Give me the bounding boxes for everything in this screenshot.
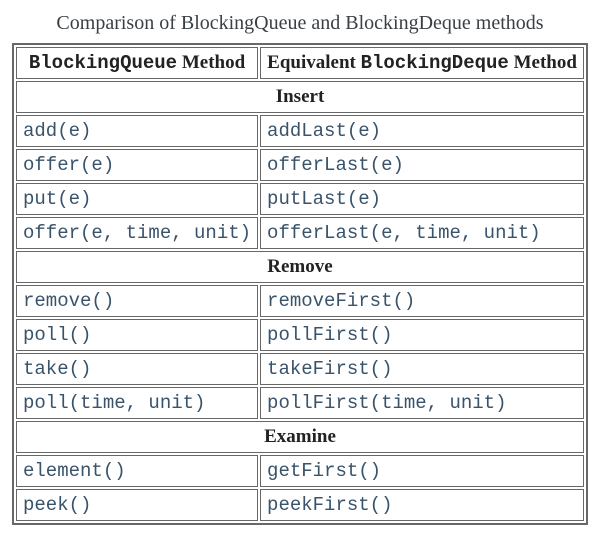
- table-row: poll(time, unit) pollFirst(time, unit): [16, 387, 584, 419]
- cell-queue-method: add(e): [16, 115, 258, 147]
- col-header-deque-code: BlockingDeque: [361, 52, 509, 74]
- section-row-examine: Examine: [16, 421, 584, 453]
- col-header-queue: BlockingQueue Method: [16, 47, 258, 79]
- table-row: offer(e, time, unit) offerLast(e, time, …: [16, 217, 584, 249]
- cell-deque-method: pollFirst(): [260, 319, 584, 351]
- section-title-examine: Examine: [16, 421, 584, 453]
- table-row: poll() pollFirst(): [16, 319, 584, 351]
- cell-queue-method: poll(time, unit): [16, 387, 258, 419]
- cell-deque-method: addLast(e): [260, 115, 584, 147]
- cell-queue-method: offer(e, time, unit): [16, 217, 258, 249]
- page-wrap: Comparison of BlockingQueue and Blocking…: [0, 0, 600, 545]
- col-header-queue-code: BlockingQueue: [29, 52, 177, 74]
- col-header-deque-suffix: Method: [509, 52, 577, 73]
- cell-queue-method: offer(e): [16, 149, 258, 181]
- table-row: peek() peekFirst(): [16, 489, 584, 521]
- cell-queue-method: take(): [16, 353, 258, 385]
- cell-queue-method: put(e): [16, 183, 258, 215]
- col-header-queue-suffix: Method: [177, 52, 245, 73]
- col-header-deque: Equivalent BlockingDeque Method: [260, 47, 584, 79]
- table-header-row: BlockingQueue Method Equivalent Blocking…: [16, 47, 584, 79]
- table-caption: Comparison of BlockingQueue and Blocking…: [12, 12, 588, 35]
- cell-queue-method: remove(): [16, 285, 258, 317]
- table-row: remove() removeFirst(): [16, 285, 584, 317]
- cell-queue-method: poll(): [16, 319, 258, 351]
- table-row: put(e) putLast(e): [16, 183, 584, 215]
- section-title-insert: Insert: [16, 81, 584, 113]
- cell-queue-method: peek(): [16, 489, 258, 521]
- cell-deque-method: offerLast(e): [260, 149, 584, 181]
- table-row: take() takeFirst(): [16, 353, 584, 385]
- section-row-insert: Insert: [16, 81, 584, 113]
- cell-deque-method: peekFirst(): [260, 489, 584, 521]
- cell-deque-method: offerLast(e, time, unit): [260, 217, 584, 249]
- cell-deque-method: putLast(e): [260, 183, 584, 215]
- table-row: offer(e) offerLast(e): [16, 149, 584, 181]
- table-row: add(e) addLast(e): [16, 115, 584, 147]
- cell-queue-method: element(): [16, 455, 258, 487]
- cell-deque-method: takeFirst(): [260, 353, 584, 385]
- comparison-table: BlockingQueue Method Equivalent Blocking…: [12, 43, 588, 525]
- col-header-deque-prefix: Equivalent: [267, 52, 360, 73]
- section-title-remove: Remove: [16, 251, 584, 283]
- cell-deque-method: pollFirst(time, unit): [260, 387, 584, 419]
- section-row-remove: Remove: [16, 251, 584, 283]
- cell-deque-method: removeFirst(): [260, 285, 584, 317]
- table-row: element() getFirst(): [16, 455, 584, 487]
- cell-deque-method: getFirst(): [260, 455, 584, 487]
